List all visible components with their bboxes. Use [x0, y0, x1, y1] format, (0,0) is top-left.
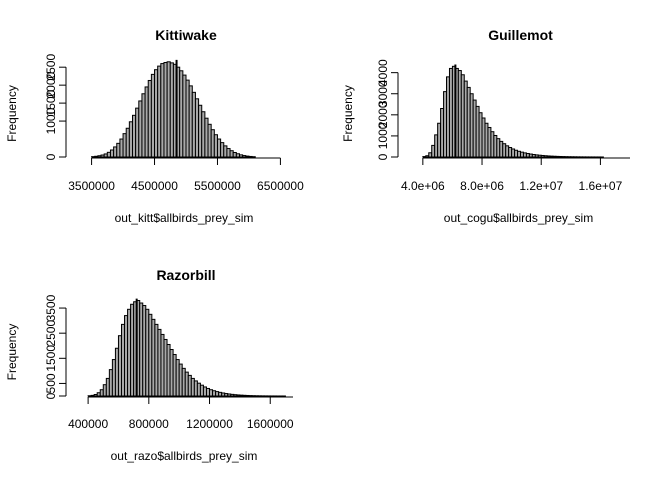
y-tick-label: 0	[44, 392, 58, 399]
x-tick-label: 400000	[68, 417, 108, 431]
x-tick-label: 5500000	[194, 179, 241, 193]
y-axis-label: Frequency	[341, 85, 355, 142]
y-axis-label: Frequency	[5, 85, 19, 142]
x-tick-label: 4.0e+06	[401, 179, 445, 193]
y-tick-label: 2000	[44, 71, 58, 98]
x-tick-label: 1.2e+07	[519, 179, 563, 193]
y-tick-label: 1000	[44, 107, 58, 134]
y-tick-label: 1500	[44, 345, 58, 372]
x-tick-label: 3500000	[68, 179, 115, 193]
x-tick-label: 6500000	[257, 179, 304, 193]
panel-title: Guillemot	[488, 27, 553, 43]
x-tick-label: 4500000	[131, 179, 178, 193]
y-tick-label: 1500	[44, 89, 58, 116]
x-axis-label: out_cogu$allbirds_prey_sim	[444, 211, 593, 225]
y-tick-label: 2000	[376, 101, 390, 128]
histogram-panel-1: Guillemot 4.0e+06 8.0e+06 1.2e+07 1.6e+07 0 10…	[341, 27, 630, 225]
histogram-panel-0: Kittiwake 3500000 4500000 5500000 6500000 0 10…	[5, 27, 304, 225]
x-tick-label: 1600000	[247, 417, 294, 431]
y-tick-label: 500	[44, 373, 58, 393]
x-tick-label: 1200000	[186, 417, 233, 431]
x-tick-label: 8.0e+06	[460, 179, 504, 193]
y-tick-label: 4000	[376, 59, 390, 86]
y-tick-label: 0	[376, 153, 390, 160]
y-tick-label: 2500	[44, 320, 58, 347]
panel-title: Kittiwake	[155, 27, 217, 43]
x-axis-label: out_kitt$allbirds_prey_sim	[115, 211, 254, 225]
y-tick-label: 3500	[44, 294, 58, 321]
y-tick-label: 2500	[44, 54, 58, 81]
x-tick-label: 800000	[129, 417, 169, 431]
y-axis-label: Frequency	[5, 324, 19, 381]
histogram-panel-2: Razorbill 400000 800000 1200000 1600000 05001…	[5, 267, 294, 463]
x-tick-label: 1.6e+07	[579, 179, 623, 193]
x-axis-label: out_razo$allbirds_prey_sim	[111, 449, 258, 463]
panel-title: Razorbill	[156, 267, 215, 283]
y-tick-label: 3000	[376, 80, 390, 107]
y-tick-label: 1000	[376, 122, 390, 149]
y-tick-label: 0	[44, 153, 58, 160]
